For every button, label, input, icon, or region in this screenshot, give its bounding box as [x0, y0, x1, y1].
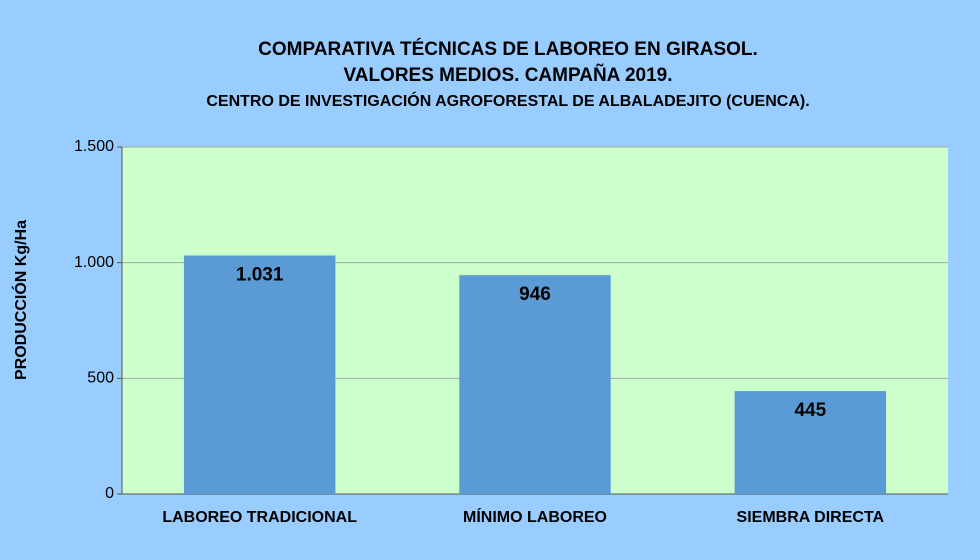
- y-tick-label: 500: [87, 370, 114, 387]
- chart-subtitle: CENTRO DE INVESTIGACIÓN AGROFORESTAL DE …: [206, 91, 809, 110]
- chart-title: COMPARATIVA TÉCNICAS DE LABOREO EN GIRAS…: [258, 38, 758, 60]
- bar: [734, 391, 887, 494]
- y-axis-label: PRODUCCIÓN Kg/Ha: [11, 220, 30, 380]
- data-label: 445: [794, 400, 826, 421]
- data-label: 946: [519, 284, 551, 305]
- y-tick-label: 1.500: [74, 138, 114, 155]
- x-tick-label: MÍNIMO LABOREO: [463, 507, 607, 526]
- bar: [183, 255, 336, 494]
- chart-title: VALORES MEDIOS. CAMPAÑA 2019.: [343, 64, 672, 86]
- data-label: 1.031: [236, 265, 284, 286]
- x-tick-label: LABOREO TRADICIONAL: [162, 509, 357, 526]
- y-tick-label: 0: [105, 485, 114, 502]
- y-tick-label: 1.000: [74, 254, 114, 271]
- x-tick-label: SIEMBRA DIRECTA: [737, 509, 885, 526]
- bar: [459, 275, 611, 494]
